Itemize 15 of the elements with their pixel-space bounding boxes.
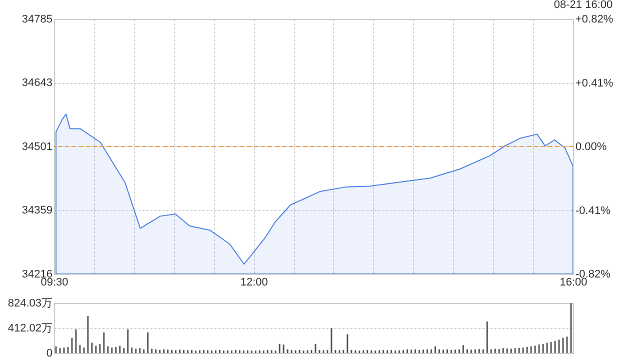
x-tick-label: 12:00 bbox=[240, 276, 268, 288]
x-tick-label: 09:30 bbox=[40, 276, 68, 288]
text: 08-21 16:00 bbox=[554, 0, 613, 11]
y2-tick-label: 0.00% bbox=[576, 141, 607, 153]
y2-tick-label: -0.41% bbox=[576, 204, 611, 217]
y-tick-label: 824.03万 bbox=[8, 298, 52, 310]
y-tick-label: 34359 bbox=[22, 204, 52, 216]
y2-tick-label: +0.82% bbox=[576, 14, 614, 26]
y-tick-label: 34785 bbox=[22, 14, 52, 26]
x-tick-label: 16:00 bbox=[560, 276, 588, 288]
y-tick-label: 412.02万 bbox=[8, 322, 52, 334]
y2-tick-label: +0.41% bbox=[576, 77, 614, 90]
y-tick-label: 0 bbox=[46, 348, 52, 360]
y-tick-label: 34501 bbox=[22, 140, 52, 153]
y-tick-label: 34643 bbox=[22, 77, 52, 90]
